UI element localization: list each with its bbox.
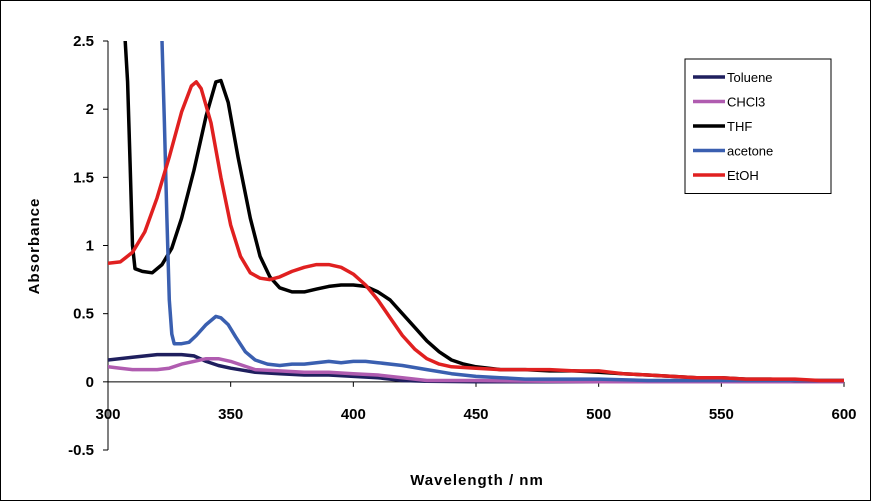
legend-label: THF bbox=[727, 119, 752, 134]
y-tick-label: 1 bbox=[86, 238, 94, 255]
y-tick-label: 2 bbox=[86, 101, 94, 118]
series-layer bbox=[108, 41, 844, 384]
y-tick-label: 0 bbox=[86, 374, 94, 391]
legend: Toluene CHCl3 THF acetone EtOH bbox=[684, 58, 832, 194]
x-tick-label: 450 bbox=[463, 406, 488, 423]
legend-label: CHCl3 bbox=[727, 95, 765, 110]
x-tick-label: 550 bbox=[709, 406, 734, 423]
y-tick-label: -0.5 bbox=[68, 442, 94, 459]
y-tick-label: 2.5 bbox=[73, 33, 94, 50]
y-axis-title: Absorbance bbox=[26, 198, 43, 295]
series-line-acetone bbox=[160, 41, 844, 383]
legend-label: acetone bbox=[727, 144, 773, 159]
x-tick-label: 500 bbox=[586, 406, 611, 423]
legend-label: Toluene bbox=[727, 70, 773, 85]
x-tick-label: 350 bbox=[218, 406, 243, 423]
series-line-chcl3 bbox=[108, 356, 844, 384]
x-tick-label: 400 bbox=[341, 406, 366, 423]
x-axis-title: Wavelength / nm bbox=[410, 472, 544, 489]
y-tick-label: 1.5 bbox=[73, 169, 94, 186]
series-line-etoh bbox=[108, 80, 844, 383]
x-tick-label: 300 bbox=[95, 406, 120, 423]
legend-label: EtOH bbox=[727, 168, 759, 183]
tick-labels: -0.5 0 0.5 1 1.5 2 2.5 300 350 400 450 500 550 600 bbox=[68, 33, 856, 459]
y-tick-label: 0.5 bbox=[73, 306, 94, 323]
x-tick-label: 600 bbox=[831, 406, 856, 423]
